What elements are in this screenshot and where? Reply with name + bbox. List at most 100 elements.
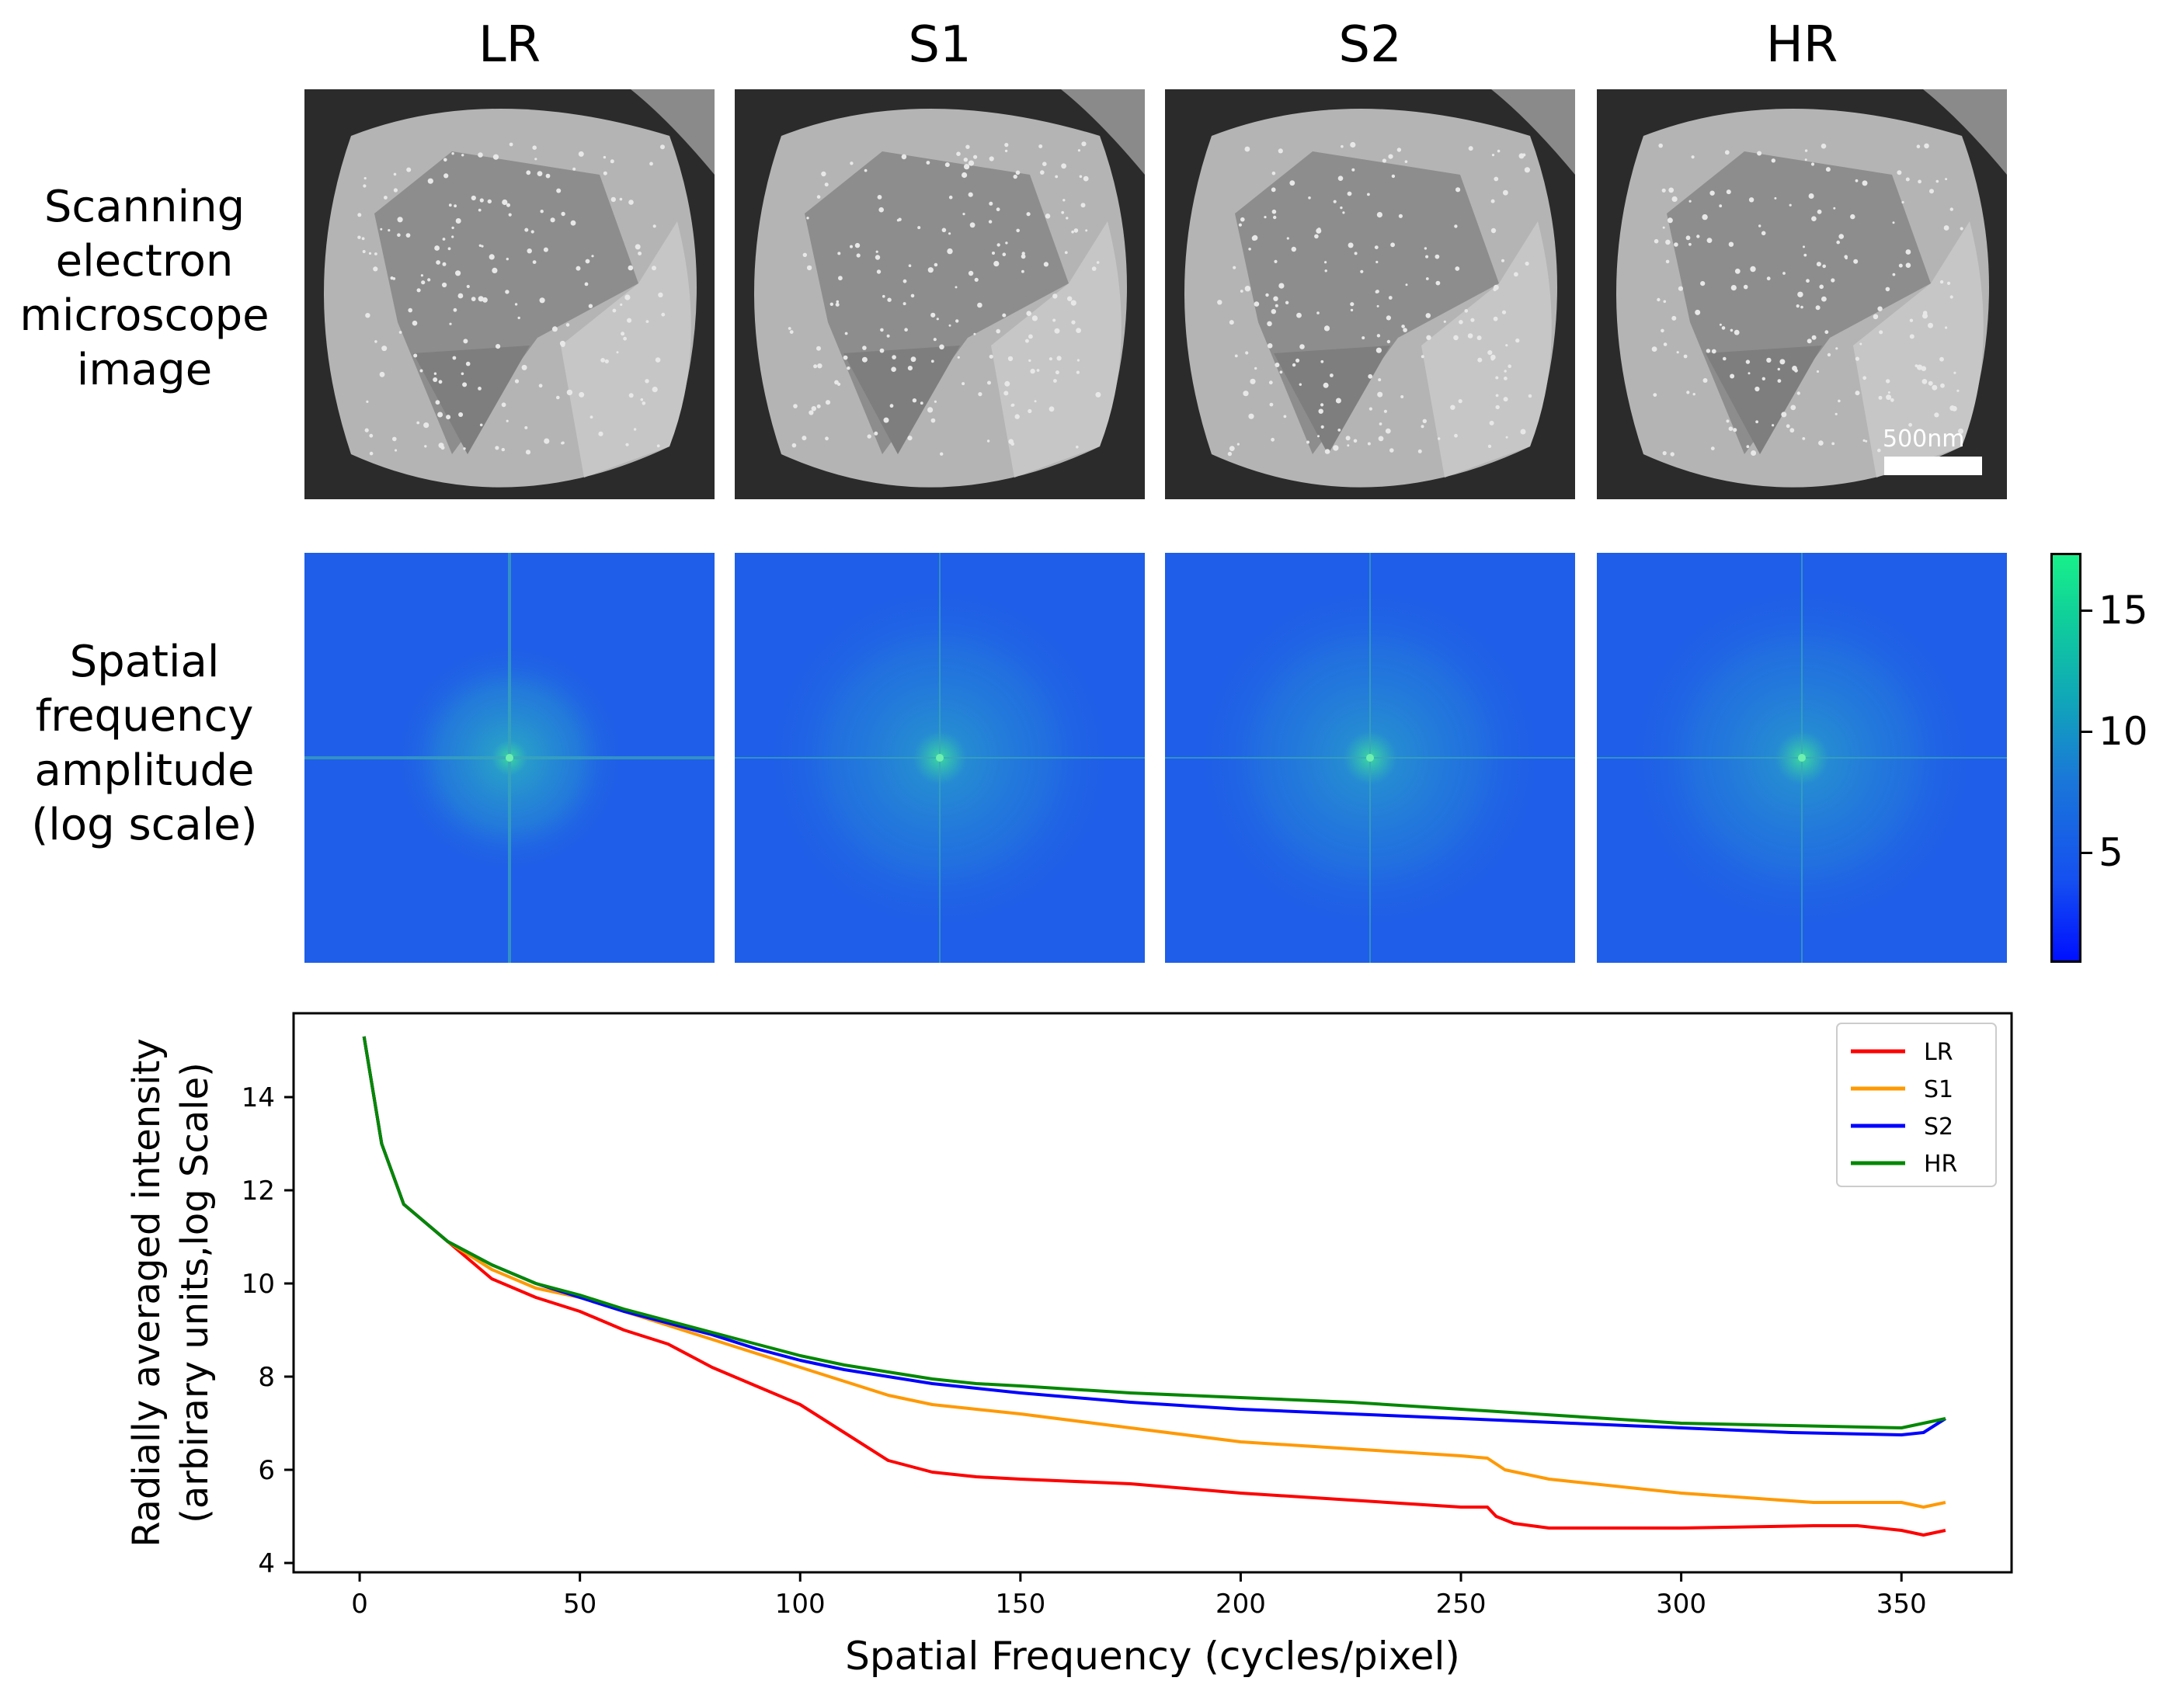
sem-surface-dot [1470, 318, 1475, 322]
sem-surface-dot [1685, 235, 1691, 241]
sem-surface-dot [532, 145, 537, 150]
sem-surface-dot [968, 270, 974, 276]
sem-surface-dot [526, 170, 531, 175]
sem-surface-dot [357, 235, 361, 239]
sem-surface-dot [1853, 259, 1859, 264]
sem-surface-dot [1342, 211, 1345, 214]
sem-surface-dot [962, 172, 968, 179]
sem-surface-dot [1275, 304, 1278, 307]
sem-surface-dot [1803, 245, 1805, 248]
sem-surface-dot [1323, 382, 1329, 388]
sem-illustration [735, 89, 1145, 499]
sem-surface-dot [930, 312, 936, 318]
sem-surface-dot [584, 282, 589, 287]
column-title-s1: S1 [908, 16, 972, 74]
sem-surface-dot [936, 318, 939, 321]
sem-surface-dot [1425, 313, 1431, 318]
sem-surface-dot [1505, 344, 1508, 347]
sem-surface-dot [1777, 379, 1782, 383]
sem-surface-dot [1378, 436, 1384, 442]
sem-surface-dot [1790, 405, 1796, 411]
sem-surface-dot [442, 282, 447, 288]
sem-surface-dot [1514, 272, 1518, 277]
sem-surface-dot [1651, 346, 1657, 352]
sem-surface-dot [454, 204, 457, 208]
sem-surface-dot [397, 217, 403, 223]
sem-surface-dot [424, 445, 427, 448]
sem-surface-dot [891, 366, 896, 373]
sem-surface-dot [864, 168, 868, 172]
sem-surface-dot [645, 320, 649, 323]
sem-illustration [1597, 89, 2007, 499]
sem-surface-dot [1940, 383, 1945, 388]
sem-surface-dot [1932, 384, 1938, 391]
sem-surface-dot [1674, 242, 1678, 247]
sem-surface-dot [514, 379, 520, 384]
sem-surface-dot [374, 252, 377, 255]
sem-surface-dot [496, 344, 501, 349]
sem-surface-dot [1234, 354, 1238, 358]
sem-surface-dot [791, 443, 797, 448]
sem-surface-dot [1676, 351, 1679, 354]
sem-surface-dot [366, 400, 369, 403]
sem-surface-dot [649, 162, 653, 166]
sem-surface-dot [1917, 364, 1923, 370]
sem-surface-dot [642, 401, 646, 405]
sem-surface-dot [652, 224, 656, 228]
sem-surface-dot [1748, 197, 1755, 203]
sem-surface-dot [876, 269, 882, 274]
sem-surface-dot [1271, 309, 1276, 314]
sem-surface-dot [561, 442, 564, 445]
sem-surface-dot [1836, 240, 1840, 245]
sem-surface-dot [452, 356, 457, 360]
sem-surface-dot [1819, 284, 1824, 290]
row-label-fft-line: Spatial [69, 637, 220, 687]
sem-surface-dot [1004, 380, 1010, 387]
sem-surface-dot [1450, 405, 1455, 410]
sem-surface-dot [539, 297, 545, 304]
sem-surface-dot [910, 293, 915, 298]
sem-surface-dot [1905, 249, 1911, 255]
sem-surface-dot [1504, 377, 1508, 380]
sem-surface-dot [1695, 309, 1701, 315]
sem-surface-dot [1477, 357, 1483, 363]
sem-surface-dot [565, 323, 570, 327]
sem-surface-dot [645, 379, 649, 384]
sem-surface-dot [1021, 254, 1026, 259]
sem-surface-dot [463, 447, 466, 450]
sem-surface-dot [478, 387, 482, 391]
sem-surface-dot [1838, 399, 1841, 403]
sem-surface-dot [1229, 446, 1235, 451]
sem-surface-dot [1928, 322, 1933, 328]
y-tick-label: 6 [258, 1455, 275, 1486]
sem-surface-dot [1501, 310, 1507, 314]
sem-surface-dot [362, 250, 366, 253]
sem-surface-dot [635, 244, 641, 250]
sem-surface-dot [1049, 406, 1055, 412]
sem-surface-dot [1243, 391, 1249, 397]
sem-surface-dot [1273, 296, 1278, 301]
sem-surface-dot [1317, 435, 1320, 438]
x-tick-label: 200 [1215, 1589, 1266, 1620]
sem-surface-dot [610, 159, 614, 164]
sem-surface-dot [451, 235, 454, 238]
sem-surface-dot [1271, 187, 1276, 193]
sem-surface-dot [948, 324, 951, 327]
sem-surface-dot [585, 259, 590, 264]
sem-surface-dot [933, 338, 937, 342]
legend-label-hr: HR [1924, 1151, 1957, 1178]
sem-surface-dot [1031, 315, 1038, 321]
sem-surface-dot [589, 415, 593, 419]
fft-image-s2 [1165, 553, 1575, 963]
sem-surface-dot [1443, 320, 1446, 323]
sem-surface-dot [1885, 287, 1890, 292]
sem-surface-dot [1375, 347, 1382, 353]
sem-surface-dot [1781, 412, 1787, 418]
sem-surface-dot [440, 446, 445, 450]
sem-surface-dot [1026, 212, 1031, 217]
sem-surface-dot [1817, 209, 1822, 214]
sem-surface-dot [384, 196, 388, 200]
sem-surface-dot [365, 313, 370, 318]
sem-surface-dot [381, 346, 388, 352]
sem-surface-dot [506, 203, 510, 207]
